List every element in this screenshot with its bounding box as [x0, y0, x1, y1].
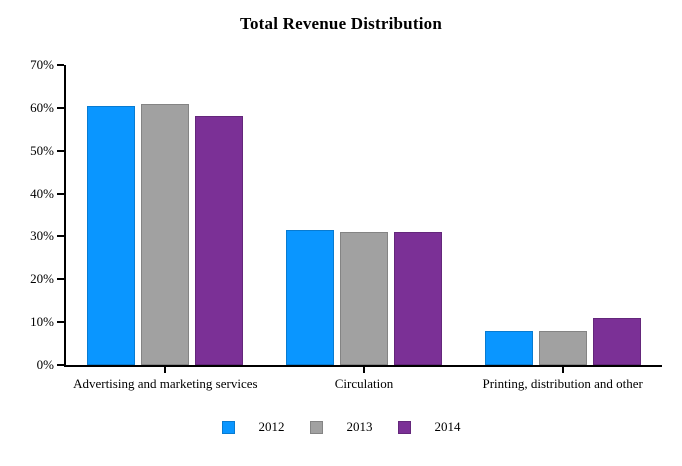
bar-2012-category-1	[87, 105, 136, 365]
x-axis-category-label: Printing, distribution and other	[482, 376, 643, 391]
bar-2014-category-3	[592, 317, 641, 365]
y-axis-tick	[57, 149, 64, 152]
y-axis-tick-label: 20%	[30, 271, 54, 287]
x-axis-tick	[561, 367, 564, 373]
legend-label-2012: 2012	[258, 419, 285, 434]
y-axis-line	[64, 65, 66, 367]
y-axis-tick	[57, 278, 64, 281]
legend-label-2013: 2013	[346, 419, 373, 434]
bar-2013-category-3	[538, 330, 587, 365]
bar-2012-category-2	[286, 230, 334, 365]
bar-2013-category-2	[340, 232, 388, 365]
y-axis-tick	[57, 364, 64, 366]
x-axis-category-label: Circulation	[334, 376, 394, 391]
y-axis-tick-label: 0%	[36, 357, 54, 372]
legend-label-2014: 2014	[434, 419, 461, 434]
y-axis-tick	[57, 64, 64, 66]
y-axis-tick-label: 40%	[30, 185, 54, 201]
y-axis-tick-label: 70%	[30, 57, 54, 72]
y-axis-tick-label: 60%	[30, 99, 54, 115]
bar-2014-category-2	[394, 232, 442, 365]
legend-swatch-2012	[221, 420, 235, 434]
legend-item-2013: 2013	[309, 419, 373, 435]
legend-swatch-2014	[397, 420, 411, 434]
y-axis-tick-label: 30%	[30, 228, 54, 244]
bar-2012-category-3	[484, 330, 533, 365]
x-axis-tick	[164, 367, 167, 373]
chart-title: Total Revenue Distribution	[240, 14, 442, 33]
legend: 2012 2013 2014	[0, 419, 682, 435]
y-axis-tick	[57, 235, 64, 238]
y-axis-tick-label: 50%	[30, 142, 54, 158]
x-axis-tick	[363, 367, 365, 373]
legend-item-2014: 2014	[397, 419, 461, 435]
y-axis-tick	[57, 192, 64, 195]
y-axis-tick	[57, 321, 64, 324]
x-axis-line	[64, 365, 662, 367]
bar-2013-category-1	[141, 103, 190, 365]
bar-2014-category-1	[195, 116, 244, 365]
legend-swatch-2013	[309, 420, 323, 434]
legend-item-2012: 2012	[221, 419, 285, 435]
y-axis-tick-label: 10%	[30, 314, 54, 330]
y-axis-tick	[57, 106, 64, 109]
x-axis-category-label: Advertising and marketing services	[73, 376, 258, 391]
